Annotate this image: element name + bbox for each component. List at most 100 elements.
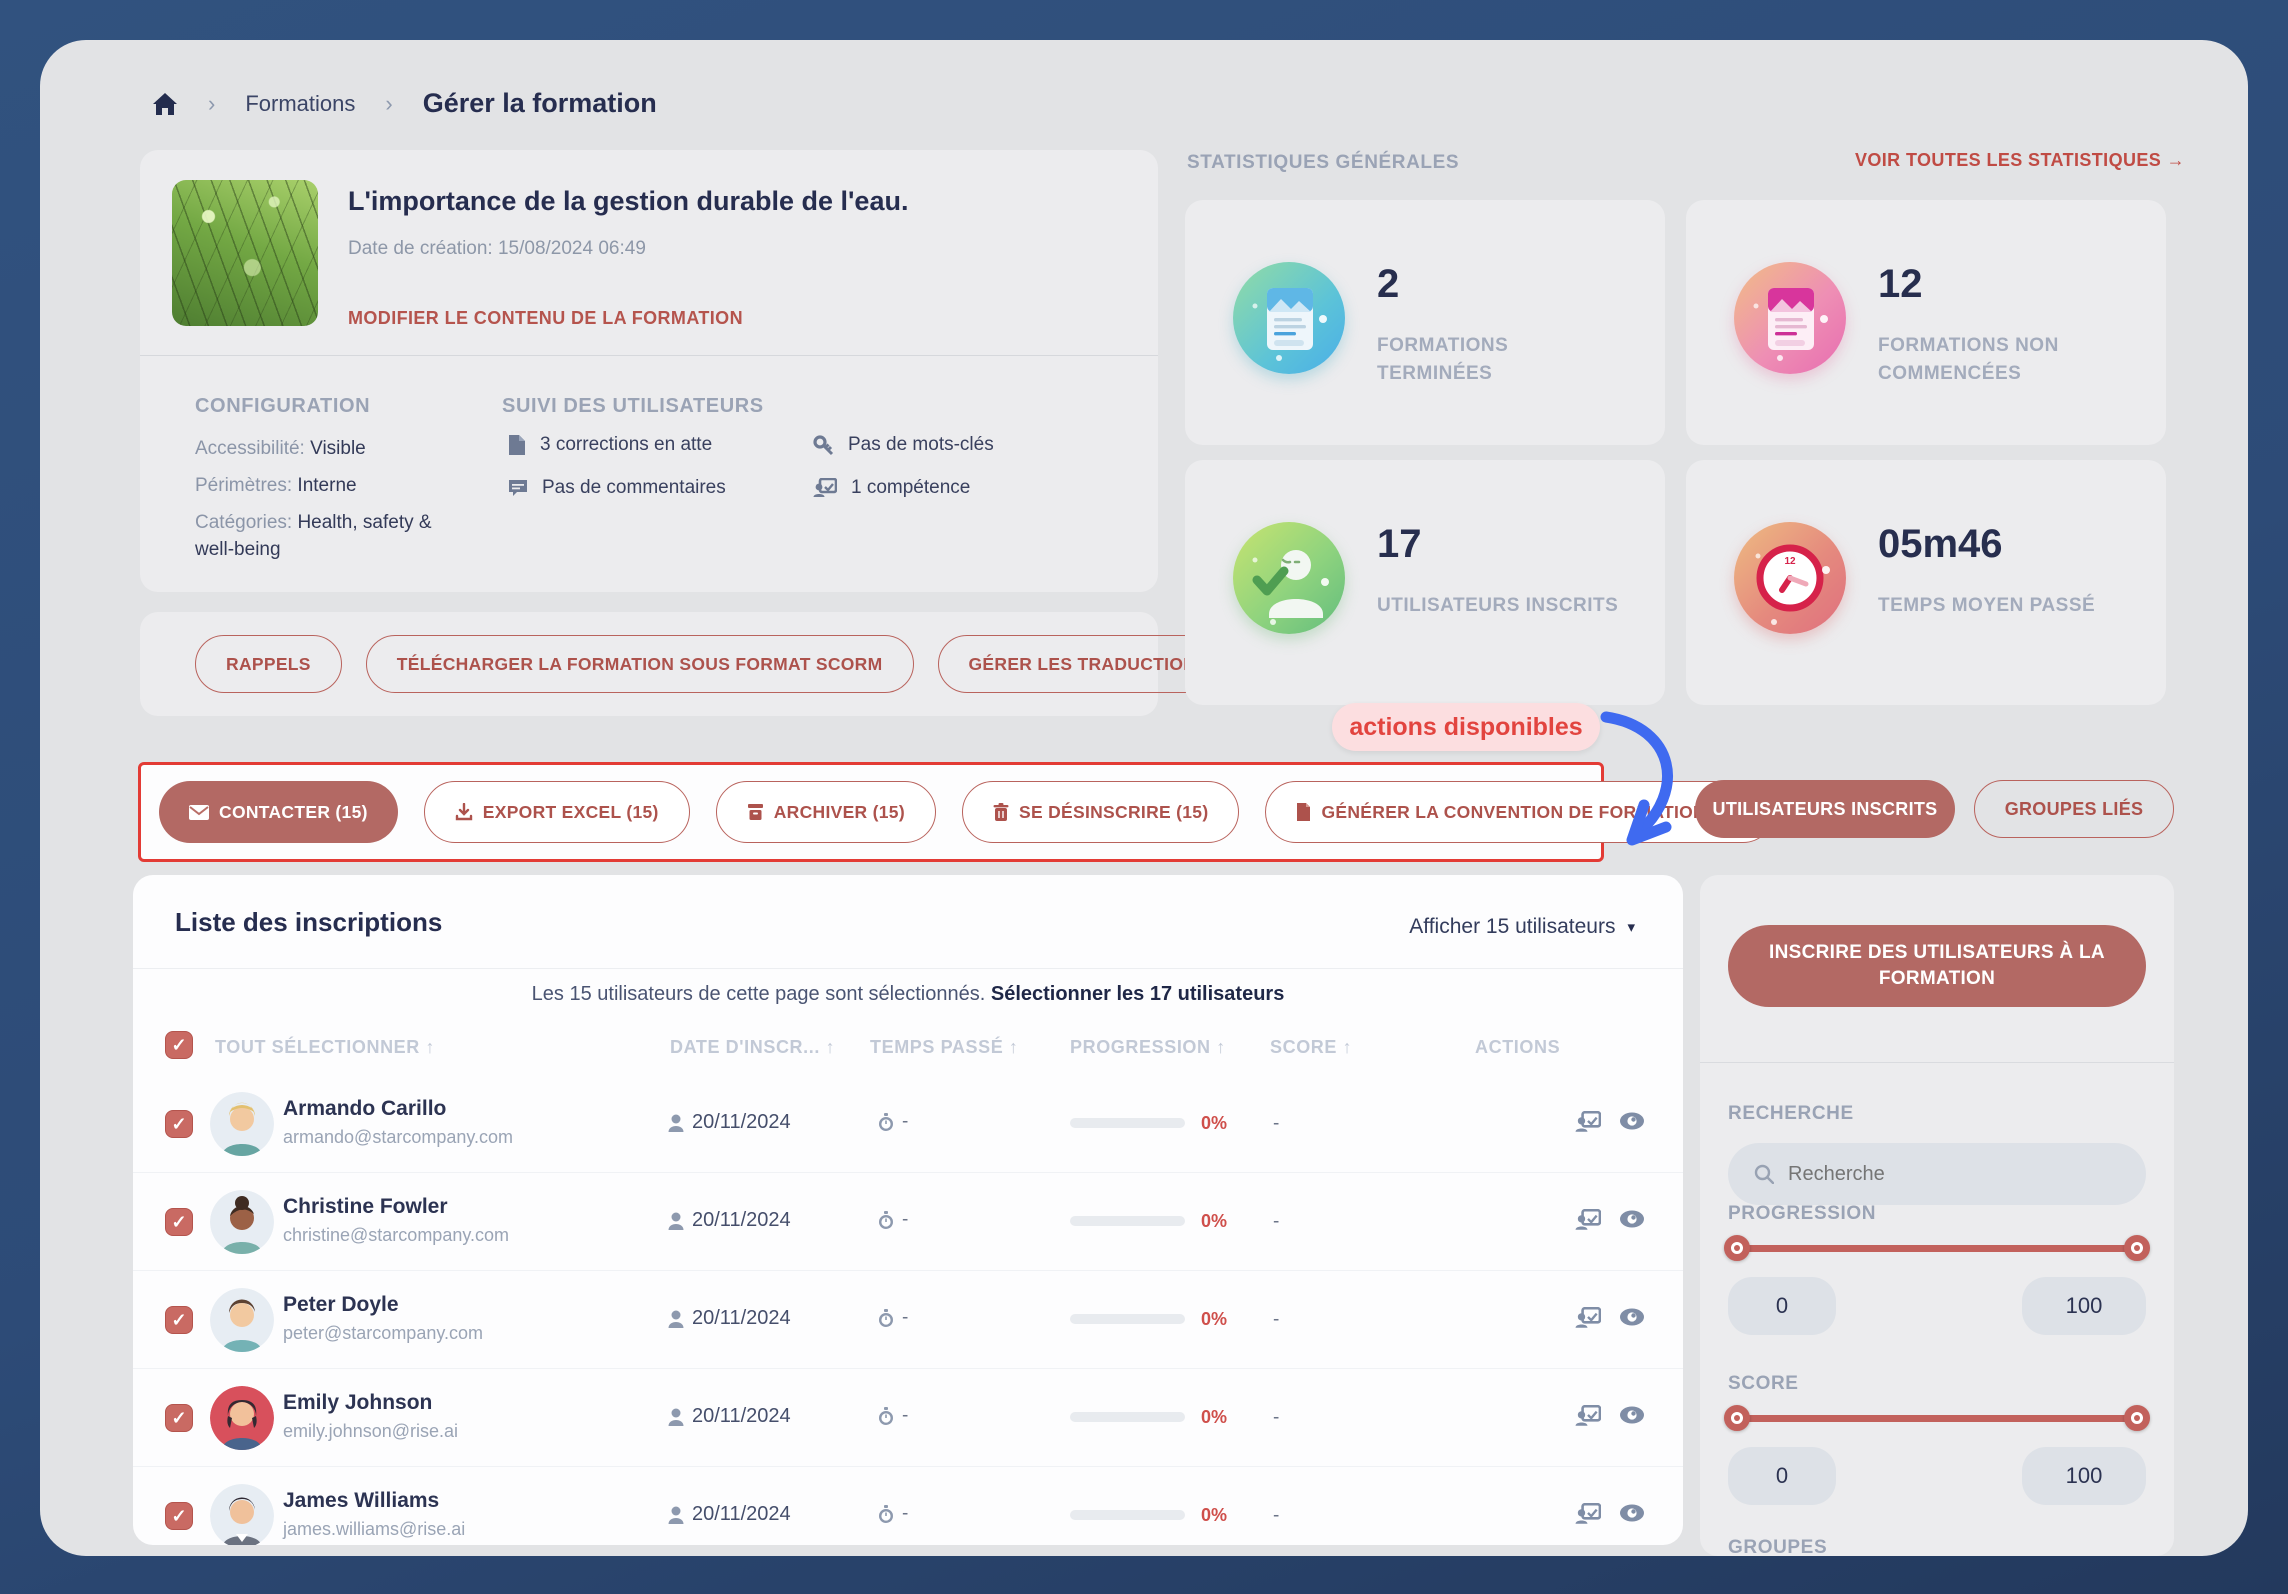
- progress-value: 0%: [1201, 1113, 1228, 1133]
- edit-formation-link[interactable]: MODIFIER LE CONTENU DE LA FORMATION: [348, 308, 743, 328]
- eye-icon[interactable]: [1619, 1403, 1645, 1427]
- date-text: 20/11/2024: [692, 1405, 791, 1427]
- user-name[interactable]: James Williams: [283, 1489, 440, 1512]
- view-all-stats-label: VOIR TOUTES LES STATISTIQUES: [1854, 150, 2162, 170]
- archiver-button[interactable]: ARCHIVER (15): [715, 781, 936, 843]
- row-checkbox[interactable]: ✓: [165, 1306, 193, 1334]
- avatar: [210, 1484, 274, 1545]
- archive-icon: [747, 803, 764, 821]
- avatar: [210, 1190, 274, 1254]
- user-email: peter@starcompany.com: [283, 1323, 484, 1343]
- rappels-button[interactable]: RAPPELS: [195, 635, 342, 693]
- stopwatch-icon: [878, 1406, 894, 1426]
- groups-filter-label: GROUPES: [1728, 1537, 1828, 1556]
- user-name[interactable]: Peter Doyle: [283, 1293, 399, 1316]
- search-icon: [1754, 1164, 1774, 1184]
- eye-icon[interactable]: [1619, 1109, 1645, 1133]
- progress-value: 0%: [1201, 1309, 1228, 1329]
- contacter-button[interactable]: CONTACTER (15): [159, 781, 398, 843]
- eye-icon[interactable]: [1619, 1207, 1645, 1231]
- stat-label: TEMPS MOYEN PASSÉ: [1878, 595, 2096, 616]
- score-slider[interactable]: [1724, 1405, 2150, 1431]
- row-checkbox[interactable]: ✓: [165, 1404, 193, 1432]
- competence-action-icon[interactable]: [1575, 1405, 1601, 1427]
- inscription-date: 20/11/2024: [668, 1111, 791, 1134]
- time-spent: -: [878, 1209, 908, 1231]
- eye-icon[interactable]: [1619, 1305, 1645, 1329]
- user-name[interactable]: Christine Fowler: [283, 1195, 448, 1218]
- stopwatch-icon: [878, 1112, 894, 1132]
- score-value: -: [1273, 1309, 1280, 1330]
- document-icon: [508, 434, 526, 456]
- stat-label: FORMATIONS NON COMMENCÉES: [1878, 335, 2059, 384]
- eye-icon[interactable]: [1619, 1501, 1645, 1525]
- display-count-dropdown[interactable]: Afficher 15 utilisateurs ▾: [1409, 915, 1635, 939]
- time-spent: -: [878, 1307, 908, 1329]
- selection-text: Les 15 utilisateurs de cette page sont s…: [531, 983, 986, 1005]
- column-header-select-all[interactable]: TOUT SÉLECTIONNER ↑: [215, 1037, 436, 1057]
- column-header-score[interactable]: SCORE ↑: [1270, 1037, 1353, 1057]
- formation-card: L'importance de la gestion durable de l'…: [140, 150, 1158, 592]
- score-slider-handle-max[interactable]: [2124, 1405, 2150, 1431]
- column-header-progress[interactable]: PROGRESSION ↑: [1070, 1037, 1226, 1057]
- trash-icon: [993, 803, 1009, 821]
- progression-slider-handle-min[interactable]: [1724, 1235, 1750, 1261]
- check-icon: ✓: [171, 1505, 187, 1526]
- download-scorm-button[interactable]: TÉLÉCHARGER LA FORMATION SOUS FORMAT SCO…: [365, 635, 914, 693]
- date-text: 20/11/2024: [692, 1111, 791, 1133]
- check-icon: ✓: [171, 1407, 187, 1428]
- button-label: SE DÉSINSCRIRE (15): [1018, 801, 1209, 822]
- select-all-checkbox[interactable]: ✓: [165, 1031, 193, 1059]
- field-value: Visible: [310, 438, 366, 459]
- home-icon[interactable]: [152, 92, 178, 116]
- check-icon: ✓: [171, 1034, 187, 1055]
- row-checkbox[interactable]: ✓: [165, 1502, 193, 1530]
- breadcrumb-formations[interactable]: Formations: [245, 90, 356, 116]
- search-field[interactable]: [1728, 1143, 2146, 1205]
- suivi-heading: SUIVI DES UTILISATEURS: [502, 395, 764, 417]
- view-all-stats-link[interactable]: VOIR TOUTES LES STATISTIQUES →: [1820, 150, 2185, 171]
- progression-slider[interactable]: [1724, 1235, 2150, 1261]
- enroll-users-button[interactable]: INSCRIRE DES UTILISATEURS À LA FORMATION: [1728, 925, 2146, 1007]
- progression-slider-handle-max[interactable]: [2124, 1235, 2150, 1261]
- column-header-date[interactable]: DATE D'INSCR... ↑: [670, 1037, 836, 1057]
- progression-max-value[interactable]: 100: [2022, 1277, 2146, 1335]
- inscription-date: 20/11/2024: [668, 1209, 791, 1232]
- field-label: Catégories:: [195, 512, 293, 533]
- export-excel-button[interactable]: EXPORT EXCEL (15): [423, 781, 690, 843]
- tab-utilisateurs-inscrits[interactable]: UTILISATEURS INSCRITS: [1695, 780, 1955, 838]
- competence-action-icon[interactable]: [1575, 1503, 1601, 1525]
- select-all-17-link[interactable]: Sélectionner les 17 utilisateurs: [990, 983, 1285, 1005]
- user-name[interactable]: Armando Carillo: [283, 1097, 447, 1120]
- divider: [1700, 1062, 2174, 1063]
- avatar: [210, 1386, 274, 1450]
- se-desinscrire-button[interactable]: SE DÉSINSCRIRE (15): [961, 781, 1240, 843]
- row-checkbox[interactable]: ✓: [165, 1208, 193, 1236]
- competence-action-icon[interactable]: [1575, 1209, 1601, 1231]
- suivi-item-competence: 1 compétence: [813, 477, 970, 499]
- score-min-value[interactable]: 0: [1728, 1447, 1836, 1505]
- person-icon: [668, 1212, 684, 1230]
- competence-action-icon[interactable]: [1575, 1307, 1601, 1329]
- row-checkbox[interactable]: ✓: [165, 1110, 193, 1138]
- table-header-row: ✓ TOUT SÉLECTIONNER ↑ DATE D'INSCR... ↑ …: [133, 1023, 1683, 1075]
- breadcrumb: › Formations › Gérer la formation: [152, 88, 657, 119]
- user-name[interactable]: Emily Johnson: [283, 1391, 433, 1414]
- search-input[interactable]: [1788, 1162, 2108, 1186]
- comment-icon: [508, 478, 528, 498]
- column-header-actions: ACTIONS: [1475, 1037, 1561, 1057]
- avatar: [210, 1288, 274, 1352]
- score-slider-handle-min[interactable]: [1724, 1405, 1750, 1431]
- suivi-text: Pas de commentaires: [542, 477, 726, 498]
- stat-label: FORMATIONS TERMINÉES: [1377, 335, 1509, 384]
- progression-min-value[interactable]: 0: [1728, 1277, 1836, 1335]
- tab-groupes-lies[interactable]: GROUPES LIÉS: [1974, 780, 2174, 838]
- competence-icon: [813, 478, 837, 498]
- stat-card-completed: 2 FORMATIONS TERMINÉES: [1185, 200, 1665, 445]
- stats-heading: STATISTIQUES GÉNÉRALES: [1187, 152, 1460, 173]
- score-max-value[interactable]: 100: [2022, 1447, 2146, 1505]
- progress-value: 0%: [1201, 1505, 1228, 1525]
- column-header-time[interactable]: TEMPS PASSÉ ↑: [870, 1037, 1019, 1057]
- inscriptions-table-card: Liste des inscriptions Afficher 15 utili…: [133, 875, 1683, 1545]
- competence-action-icon[interactable]: [1575, 1111, 1601, 1133]
